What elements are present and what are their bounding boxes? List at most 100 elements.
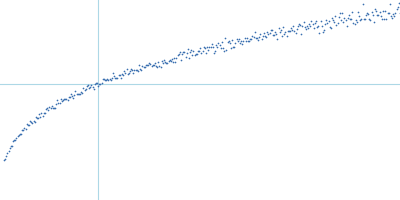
Point (67, 95, 73, 99)
Point (390, 12, 396, 16)
Point (136, 63, 142, 66)
Point (143, 63, 149, 66)
Point (336, 15, 342, 18)
Point (98, 81, 105, 85)
Point (297, 24, 303, 27)
Point (145, 63, 151, 67)
Point (268, 28, 275, 32)
Point (223, 49, 230, 52)
Point (352, 23, 358, 26)
Point (279, 34, 285, 38)
Point (307, 25, 314, 28)
Point (310, 22, 316, 25)
Point (130, 72, 136, 75)
Point (95, 84, 101, 87)
Point (25, 123, 31, 127)
Point (12, 138, 18, 142)
Point (328, 26, 334, 29)
Point (396, 1, 400, 4)
Point (90, 87, 97, 91)
Point (375, 13, 382, 16)
Point (18, 132, 24, 136)
Point (360, 17, 367, 20)
Point (132, 68, 139, 71)
Point (313, 20, 319, 23)
Point (9, 145, 15, 148)
Point (202, 46, 208, 50)
Point (208, 43, 215, 46)
Point (232, 42, 239, 45)
Point (110, 72, 116, 75)
Point (127, 70, 133, 73)
Point (323, 18, 330, 22)
Point (101, 77, 107, 80)
Point (37, 116, 44, 119)
Point (154, 66, 160, 69)
Point (150, 64, 156, 67)
Point (310, 27, 317, 30)
Point (189, 53, 196, 56)
Point (281, 32, 288, 35)
Point (237, 41, 243, 44)
Point (365, 13, 372, 16)
Point (247, 37, 254, 40)
Point (250, 36, 257, 39)
Point (344, 24, 350, 27)
Point (161, 58, 167, 61)
Point (219, 41, 225, 44)
Point (304, 24, 310, 27)
Point (292, 31, 299, 34)
Point (121, 69, 128, 72)
Point (373, 9, 379, 12)
Point (215, 41, 222, 44)
Point (349, 11, 356, 14)
Point (248, 38, 254, 41)
Point (263, 35, 269, 39)
Point (282, 30, 288, 33)
Point (22, 128, 29, 131)
Point (350, 22, 357, 25)
Point (372, 8, 378, 11)
Point (69, 95, 75, 98)
Point (257, 33, 264, 36)
Point (96, 82, 102, 85)
Point (94, 82, 100, 85)
Point (352, 19, 359, 22)
Point (108, 79, 114, 82)
Point (140, 65, 147, 69)
Point (341, 17, 348, 20)
Point (379, 17, 385, 21)
Point (47, 107, 54, 110)
Point (4, 151, 11, 154)
Point (172, 61, 178, 64)
Point (205, 49, 212, 52)
Point (71, 93, 78, 96)
Point (249, 35, 256, 38)
Point (80, 86, 87, 89)
Point (322, 23, 328, 26)
Point (213, 43, 219, 46)
Point (26, 123, 32, 126)
Point (180, 51, 186, 54)
Point (164, 61, 170, 65)
Point (234, 38, 240, 41)
Point (14, 134, 21, 137)
Point (176, 52, 182, 55)
Point (17, 132, 23, 135)
Point (265, 33, 272, 36)
Point (258, 37, 265, 40)
Point (222, 37, 228, 40)
Point (195, 49, 201, 53)
Point (329, 17, 335, 20)
Point (268, 29, 274, 32)
Point (287, 29, 293, 33)
Point (185, 48, 191, 51)
Point (68, 93, 74, 96)
Point (51, 107, 57, 110)
Point (160, 61, 166, 65)
Point (366, 18, 372, 21)
Point (290, 24, 296, 28)
Point (163, 61, 170, 65)
Point (155, 61, 162, 64)
Point (84, 85, 90, 88)
